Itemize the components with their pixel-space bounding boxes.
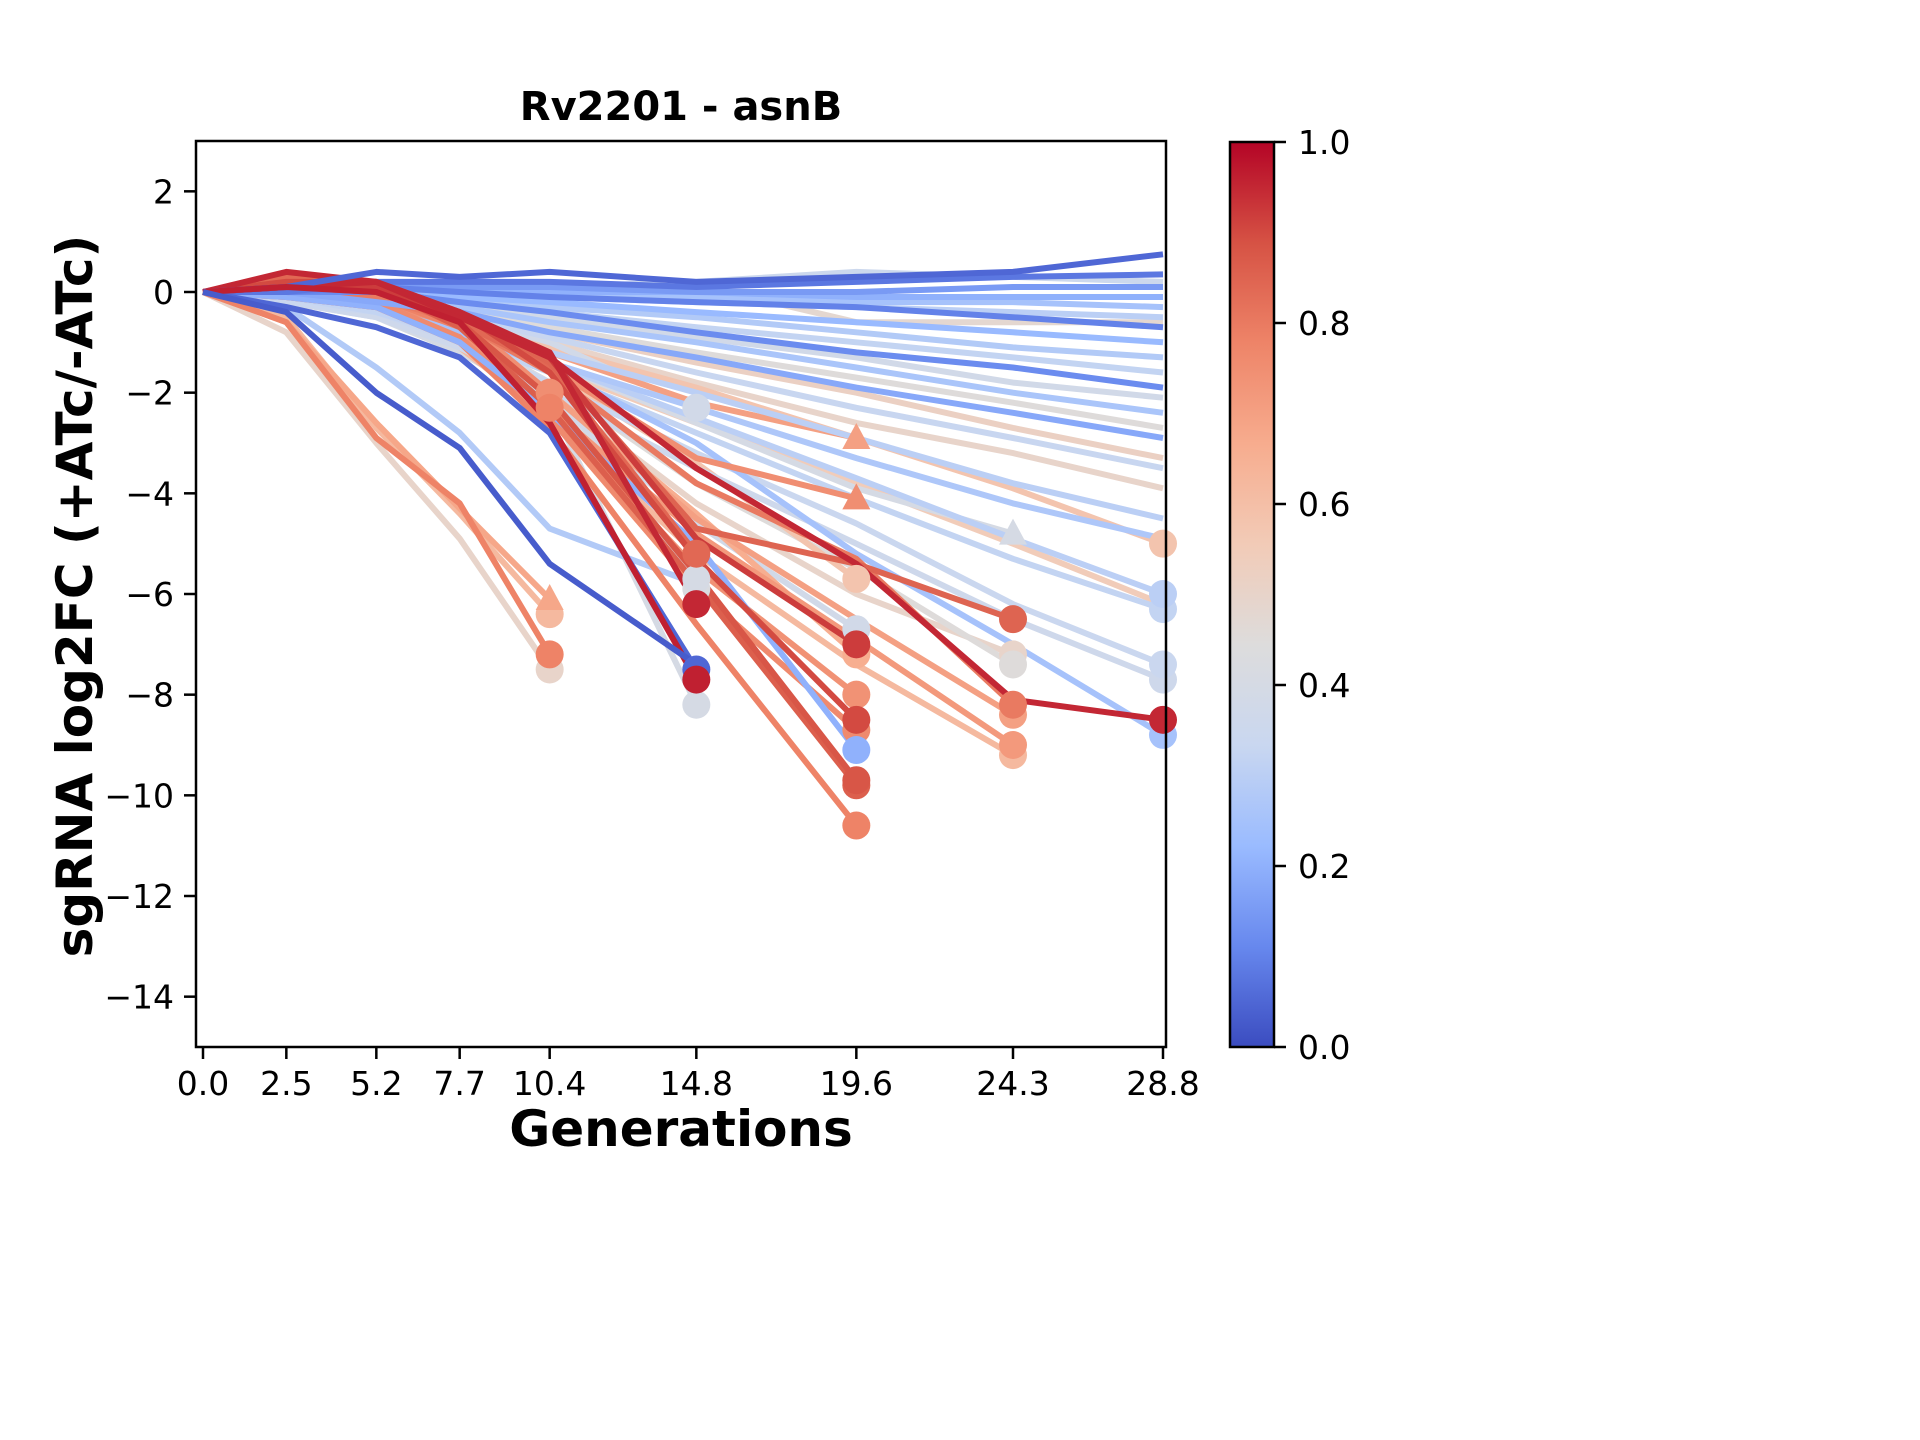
colorbar-ticks: 0.0 0.2 0.4 0.6 0.8 1.0 [1274,123,1350,1067]
x-tick-label: 0.0 [177,1064,229,1103]
y-tick-label: 0 [153,273,174,312]
series-end-marker [682,393,711,422]
y-tick-label: −12 [104,877,174,916]
marker-layer [535,378,1177,840]
series-end-marker [842,680,871,709]
x-tick-label: 28.8 [1126,1064,1199,1103]
x-axis: 0.0 2.5 5.2 7.7 10.4 14.8 19.6 24.3 28.8 [177,1047,1200,1103]
x-tick-label: 19.6 [820,1064,893,1103]
series-end-marker [842,766,871,795]
series-line [201,289,553,656]
colorbar-tick-label: 0.2 [1298,847,1350,886]
colorbar-tick-label: 0.6 [1298,485,1350,524]
y-axis: 2 0 −2 −4 −6 −8 −10 −12 −14 [104,172,196,1017]
series-line [203,289,1164,441]
series-end-marker [682,539,711,568]
y-tick-label: −4 [125,474,174,513]
series-end-marker [842,705,871,734]
series-end-marker [1149,529,1177,558]
series-end-marker [682,590,711,619]
x-tick-label: 5.2 [350,1064,402,1103]
x-axis-label: Generations [509,1100,853,1158]
series-line [201,289,553,672]
y-tick-label: −10 [104,776,174,815]
series-end-triangle [842,483,871,510]
series-end-marker [842,630,871,659]
series-end-marker [535,393,564,422]
colorbar-tick-label: 0.8 [1298,304,1350,343]
series-line [202,289,698,667]
series-line [202,268,699,606]
colorbar-tick-label: 0.0 [1298,1028,1350,1067]
y-tick-label: −8 [125,676,174,715]
series-end-triangle [842,422,871,449]
series-end-marker [682,564,711,593]
series-end-triangle [535,584,564,611]
y-axis-label: sgRNA log2FC (+ATc/-ATc) [46,235,104,958]
y-tick-label: −2 [125,374,174,413]
series-end-marker [682,690,711,719]
series-line [202,284,699,682]
series-line [202,289,552,617]
series-end-triangle [999,518,1027,545]
series-end-marker [1149,580,1177,608]
series-end-marker [999,650,1027,679]
series-end-marker [1149,705,1177,734]
series-end-marker [999,731,1027,759]
chart-title: Rv2201 - asnB [520,84,842,130]
x-tick-label: 24.3 [976,1064,1049,1103]
colorbar-gradient [1228,140,1276,1049]
colorbar-tick-label: 0.4 [1298,666,1350,705]
y-tick-label: −6 [125,575,174,614]
y-tick-label: −14 [104,978,174,1017]
series-end-marker [999,690,1027,719]
x-tick-label: 10.4 [513,1064,586,1103]
series-end-marker [682,665,711,694]
series-end-marker [842,564,871,593]
colorbar: 0.0 0.2 0.4 0.6 0.8 1.0 [1228,123,1350,1067]
series-end-marker [999,605,1027,634]
x-tick-label: 2.5 [260,1064,312,1103]
series-end-marker [842,736,871,765]
series-line [202,289,699,672]
series-line [202,251,1164,295]
x-tick-label: 14.8 [660,1064,733,1103]
x-tick-label: 7.7 [433,1064,485,1103]
colorbar-tick-label: 1.0 [1298,123,1350,162]
series-end-marker [535,640,564,669]
series-end-marker [842,811,871,840]
y-tick-label: 2 [153,172,174,211]
series-end-marker [1149,650,1177,679]
